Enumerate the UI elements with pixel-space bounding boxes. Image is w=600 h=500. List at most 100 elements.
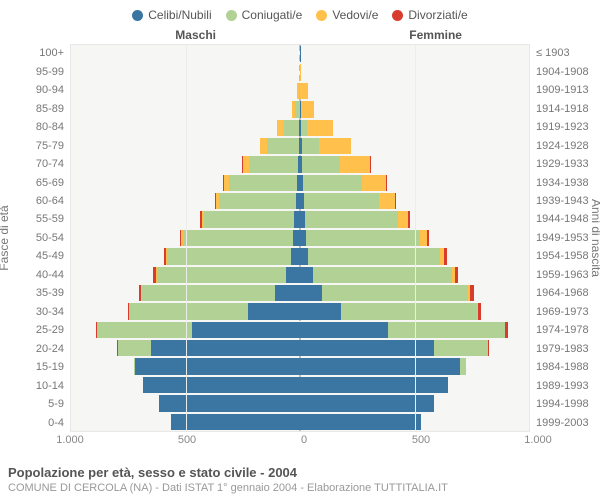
year-label: 1999-2003 <box>536 413 592 431</box>
x-tick: 500 <box>178 434 196 446</box>
year-label: 1939-1943 <box>536 192 592 210</box>
seg-m <box>302 138 319 154</box>
pyramid-row <box>71 174 529 192</box>
seg-d <box>395 193 396 209</box>
x-tick: 1.000 <box>524 434 552 446</box>
year-label: 1964-1968 <box>536 284 592 302</box>
legend-item: Celibi/Nubili <box>132 8 211 22</box>
legend-swatch <box>392 10 403 21</box>
seg-w <box>398 211 408 227</box>
seg-c <box>159 395 300 411</box>
seg-c <box>300 414 421 430</box>
chart-zone: Fasce di età 100+95-9990-9485-8980-8475-… <box>8 44 592 432</box>
seg-c <box>192 322 300 338</box>
header-male: Maschi <box>175 28 216 42</box>
seg-m <box>229 175 298 191</box>
x-tick: 0 <box>301 434 307 446</box>
pyramid-row <box>71 357 529 375</box>
legend-label: Divorziati/e <box>408 8 467 22</box>
seg-m <box>341 303 477 319</box>
pyramid-row <box>71 210 529 228</box>
legend-label: Celibi/Nubili <box>148 8 211 22</box>
seg-m <box>183 230 293 246</box>
seg-m <box>460 358 466 374</box>
seg-m <box>267 138 299 154</box>
pyramid-row <box>71 82 529 100</box>
seg-d <box>505 322 507 338</box>
seg-m <box>129 303 248 319</box>
seg-c <box>151 340 300 356</box>
pyramid-row <box>71 339 529 357</box>
seg-m <box>434 340 488 356</box>
seg-m <box>118 340 151 356</box>
age-label: 75-79 <box>8 136 64 154</box>
year-label: 1959-1963 <box>536 266 592 284</box>
seg-d <box>478 303 481 319</box>
seg-c <box>143 377 300 393</box>
year-label: 1929-1933 <box>536 155 592 173</box>
year-label: 1979-1983 <box>536 340 592 358</box>
seg-c <box>286 267 300 283</box>
seg-w <box>301 101 314 117</box>
age-label: 45-49 <box>8 247 64 265</box>
year-label: 1934-1938 <box>536 173 592 191</box>
year-label: 1954-1958 <box>536 247 592 265</box>
bar-rows <box>71 45 529 431</box>
year-label: 1969-1973 <box>536 303 592 321</box>
year-label: ≤ 1903 <box>536 44 592 62</box>
age-label: 70-74 <box>8 155 64 173</box>
year-label: 1994-1998 <box>536 395 592 413</box>
seg-c <box>293 230 300 246</box>
seg-c <box>300 303 341 319</box>
year-label: 1989-1993 <box>536 376 592 394</box>
seg-w <box>300 83 308 99</box>
x-tick: 500 <box>412 434 430 446</box>
seg-w <box>379 193 395 209</box>
seg-c <box>300 248 308 264</box>
age-label: 35-39 <box>8 284 64 302</box>
pyramid-row <box>71 119 529 137</box>
pyramid-row <box>71 45 529 63</box>
population-pyramid: Celibi/NubiliConiugati/eVedovi/eDivorzia… <box>0 0 600 500</box>
year-axis: ≤ 19031904-19081909-19131914-19181919-19… <box>530 44 592 432</box>
year-label: 1924-1928 <box>536 136 592 154</box>
age-label: 15-19 <box>8 358 64 376</box>
seg-m <box>249 156 298 172</box>
seg-m <box>322 285 469 301</box>
seg-m <box>388 322 505 338</box>
seg-m <box>303 175 361 191</box>
header-female: Femmine <box>409 28 462 42</box>
pyramid-row <box>71 155 529 173</box>
seg-m <box>157 267 286 283</box>
year-label: 1919-1923 <box>536 118 592 136</box>
age-label: 30-34 <box>8 303 64 321</box>
pyramid-row <box>71 302 529 320</box>
seg-c <box>300 358 460 374</box>
seg-m <box>308 248 440 264</box>
seg-m <box>97 322 192 338</box>
seg-d <box>386 175 387 191</box>
seg-m <box>305 211 398 227</box>
seg-w <box>260 138 267 154</box>
seg-m <box>313 267 453 283</box>
age-label: 60-64 <box>8 192 64 210</box>
right-axis-title: Anni di nascita <box>589 199 600 277</box>
year-label: 1949-1953 <box>536 229 592 247</box>
age-axis: 100+95-9990-9485-8980-8475-7970-7465-696… <box>8 44 70 432</box>
year-label: 1984-1988 <box>536 358 592 376</box>
seg-c <box>135 358 300 374</box>
seg-d <box>455 267 458 283</box>
gridline <box>415 45 416 431</box>
seg-w <box>307 120 333 136</box>
age-label: 85-89 <box>8 99 64 117</box>
legend-swatch <box>316 10 327 21</box>
age-label: 40-44 <box>8 266 64 284</box>
legend-item: Coniugati/e <box>226 8 303 22</box>
footer-sub: COMUNE DI CERCOLA (NA) - Dati ISTAT 1° g… <box>8 482 592 494</box>
seg-c <box>171 414 300 430</box>
age-label: 20-24 <box>8 340 64 358</box>
seg-d <box>444 248 446 264</box>
seg-c <box>300 285 322 301</box>
age-label: 65-69 <box>8 173 64 191</box>
seg-w <box>340 156 370 172</box>
